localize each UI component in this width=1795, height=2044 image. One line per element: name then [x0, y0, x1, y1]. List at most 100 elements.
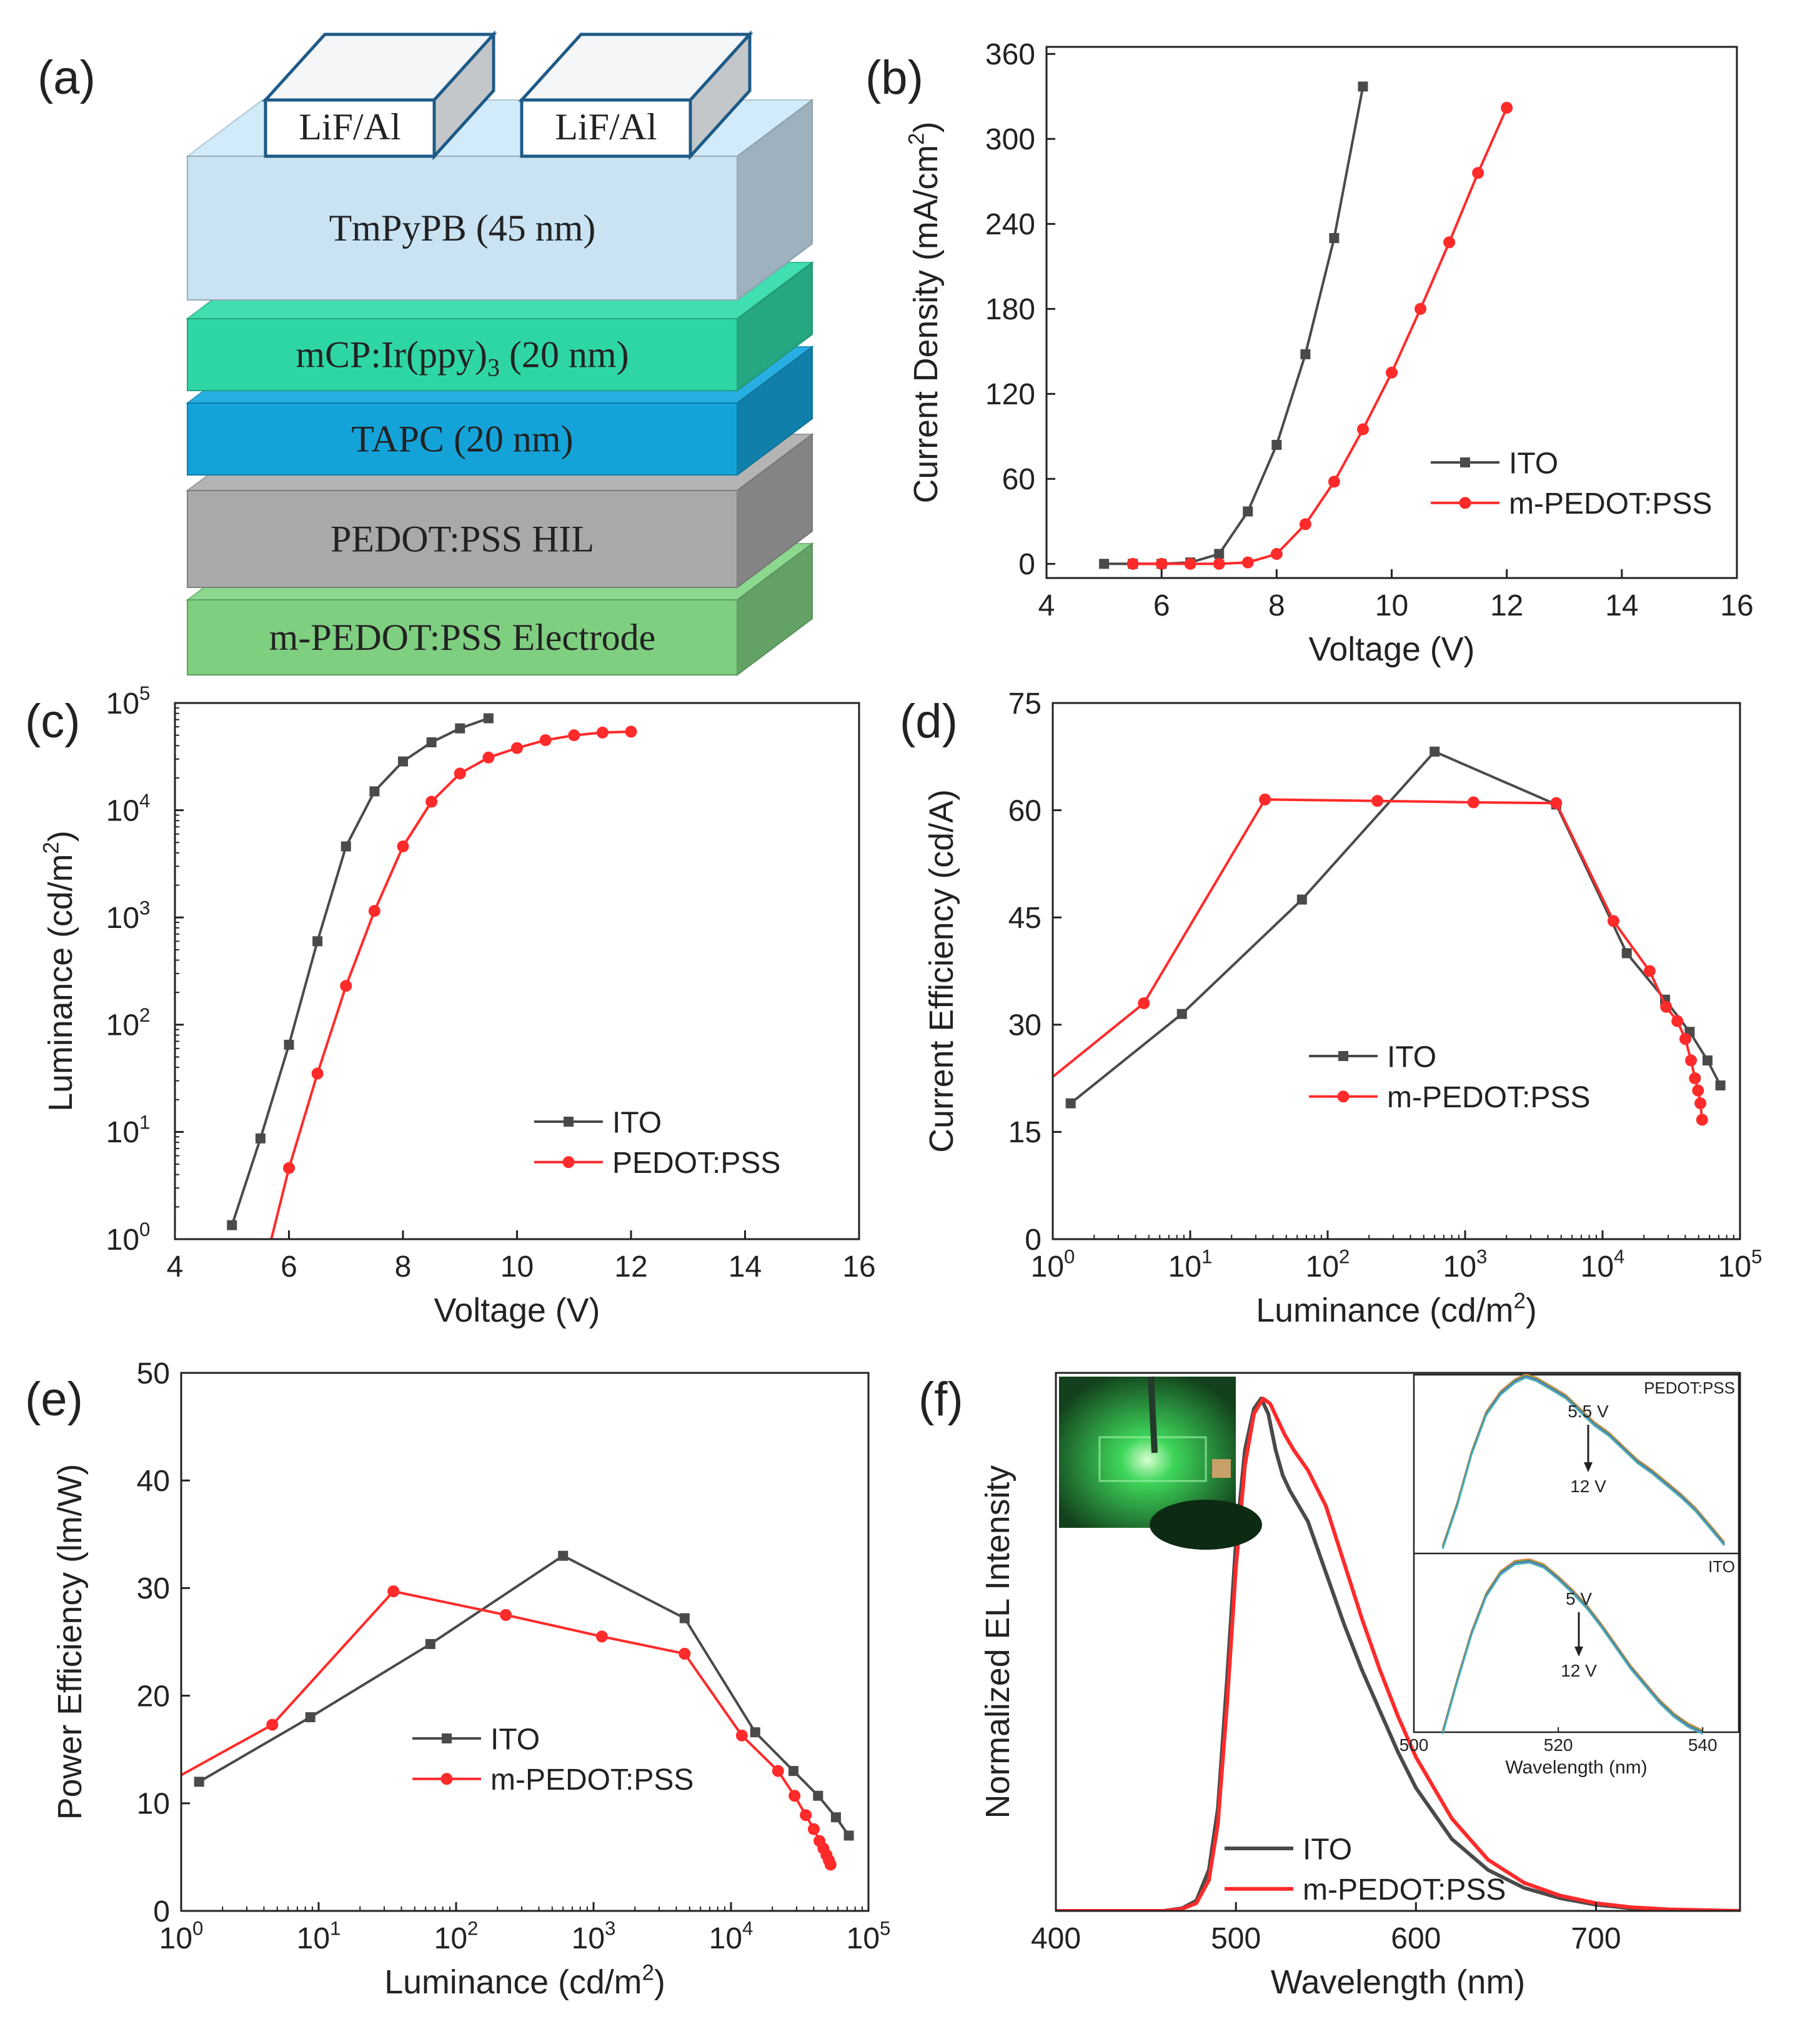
data-point — [1443, 236, 1456, 249]
x-tick-label: 10 — [1375, 589, 1408, 622]
inset-bottom-annotation-start: 5 V — [1566, 1589, 1592, 1608]
y-tick-label: 0 — [153, 1895, 170, 1928]
data-point — [807, 1823, 820, 1835]
y-tick-label: 103 — [106, 897, 151, 935]
data-point — [750, 1727, 760, 1738]
data-point — [1155, 557, 1168, 570]
legend-marker — [564, 1117, 574, 1127]
data-point — [1241, 556, 1254, 569]
data-point — [425, 795, 438, 808]
y-tick-label: 50 — [137, 1357, 170, 1390]
legend-label: ITO — [1387, 1040, 1436, 1074]
panel-label-e: (e) — [25, 1373, 83, 1426]
data-point — [1184, 557, 1196, 570]
data-point — [1607, 915, 1619, 927]
data-point — [368, 905, 380, 917]
data-point — [1685, 1054, 1698, 1067]
data-point — [830, 1812, 841, 1823]
data-point — [679, 1647, 691, 1660]
x-axis-label: Luminance (cd/m2) — [384, 1960, 665, 2001]
data-point — [1671, 1015, 1684, 1027]
x-tick-label: 600 — [1391, 1922, 1441, 1955]
data-point — [772, 1765, 784, 1777]
x-tick-label: 104 — [1581, 1245, 1625, 1284]
y-tick-label: 15 — [1008, 1116, 1042, 1149]
plot-area — [1053, 746, 1726, 1126]
data-point — [1138, 997, 1150, 1009]
x-tick-label: 6 — [1153, 589, 1170, 622]
panel-label-a: (a) — [37, 51, 96, 104]
layer-label: PEDOT:PSS HIL — [331, 519, 594, 560]
x-tick-label: 400 — [1031, 1922, 1081, 1955]
plot-frame — [1052, 702, 1741, 1240]
data-point — [1328, 476, 1340, 488]
y-tick-label: 360 — [985, 38, 1035, 71]
y-axis-label: Current Density (mA/cm2) — [904, 122, 945, 504]
x-tick-label: 105 — [1718, 1245, 1763, 1284]
data-point — [482, 751, 495, 764]
x-tick-label: 100 — [159, 1917, 204, 1955]
y-tick-label: 30 — [1008, 1009, 1042, 1042]
data-point — [312, 936, 323, 947]
series-line-ito — [1070, 750, 1722, 1105]
data-point — [311, 1067, 324, 1080]
data-point — [679, 1613, 690, 1623]
data-point — [813, 1790, 823, 1801]
data-point — [1643, 965, 1656, 977]
data-point — [397, 840, 409, 852]
layer-label: TAPC (20 nm) — [351, 419, 573, 460]
data-point — [1415, 302, 1427, 315]
chart-current-efficiency: 100 101 102 103 104 105 0 15 30 45 60 75 Luminance (… — [923, 687, 1762, 1329]
data-point — [1214, 549, 1225, 559]
data-point — [455, 723, 465, 734]
y-axis-label: Normalized EL Intensity — [979, 1465, 1017, 1819]
inset-x-tick-label: 520 — [1544, 1735, 1573, 1755]
chart-current-density: 4 6 8 10 12 14 16 0 60 120 180 240 300 360 Voltage (V)… — [904, 38, 1753, 668]
y-axis-label: Luminance (cd/m2) — [39, 830, 79, 1112]
plot-area — [227, 713, 637, 1239]
data-point — [1271, 439, 1282, 450]
data-point — [1065, 1098, 1076, 1109]
data-point — [194, 1777, 204, 1787]
inset-bottom-arrowhead — [1574, 1647, 1583, 1657]
inset-x-axis-label: Wavelength (nm) — [1505, 1757, 1647, 1778]
x-tick-label: 104 — [709, 1917, 753, 1955]
photo-shadow — [1150, 1500, 1262, 1550]
data-point — [1467, 796, 1479, 809]
data-point — [843, 1830, 854, 1841]
electrode-label: LiF/Al — [555, 106, 657, 147]
data-point — [387, 1585, 400, 1598]
series-line-ito — [1056, 1397, 1740, 1911]
layer-front-face — [187, 402, 738, 476]
x-tick-label: 12 — [1490, 589, 1523, 622]
inset-bottom-title: ITO — [1708, 1557, 1735, 1576]
y-tick-label: 30 — [137, 1572, 170, 1605]
x-tick-label: 10 — [500, 1250, 534, 1284]
y-tick-label: 240 — [985, 208, 1035, 241]
chart-luminance-voltage: 4 6 8 10 12 14 16 100 101 102 103 104 105 Voltage (V)… — [39, 682, 875, 1329]
data-point — [425, 1638, 435, 1649]
plot-frame — [180, 1372, 870, 1912]
chart-power-efficiency: 100 101 102 103 104 105 0 10 20 30 40 50 Luminance (… — [51, 1357, 890, 2001]
x-tick-label: 500 — [1211, 1922, 1261, 1955]
data-point — [511, 742, 523, 754]
panel-label-c: (c) — [25, 695, 81, 748]
inset-top-annotation-end: 12 V — [1570, 1477, 1606, 1496]
inset-top-title: PEDOT:PSS — [1644, 1378, 1735, 1397]
y-tick-label: 101 — [106, 1112, 151, 1150]
panel-label-d: (d) — [900, 695, 958, 748]
photo-clip — [1212, 1459, 1231, 1478]
data-point — [255, 1133, 266, 1144]
x-tick-label: 4 — [1038, 589, 1055, 622]
y-tick-label: 20 — [137, 1680, 170, 1713]
electrode-front-face — [520, 98, 692, 158]
electrode-0: LiF/Al — [262, 30, 497, 161]
panel-label-f: (f) — [918, 1373, 963, 1426]
y-tick-label: 60 — [1008, 794, 1042, 827]
electrode-1: LiF/Al — [518, 30, 753, 161]
y-axis-label: Current Efficiency (cd/A) — [923, 789, 960, 1153]
data-point — [1126, 557, 1139, 570]
data-point — [1358, 81, 1368, 92]
data-point — [824, 1858, 837, 1871]
